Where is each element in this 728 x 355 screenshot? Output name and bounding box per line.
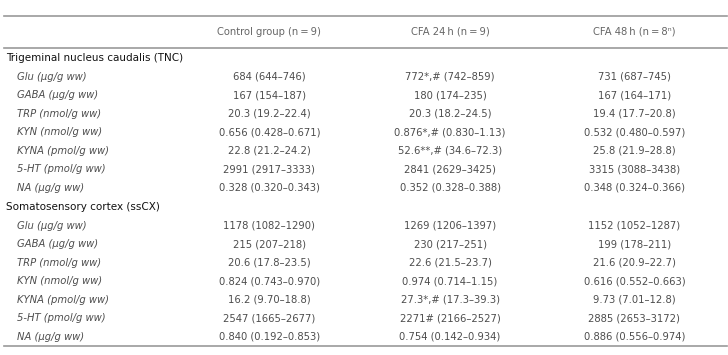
Text: 20.3 (18.2–24.5): 20.3 (18.2–24.5) — [409, 109, 491, 119]
Text: CFA 24 h (n = 9): CFA 24 h (n = 9) — [411, 27, 489, 37]
Text: 167 (164–171): 167 (164–171) — [598, 90, 671, 100]
Text: 9.73 (7.01–12.8): 9.73 (7.01–12.8) — [593, 295, 676, 305]
Text: 2991 (2917–3333): 2991 (2917–3333) — [223, 164, 315, 174]
Text: TRP (nmol/g ww): TRP (nmol/g ww) — [17, 258, 101, 268]
Text: Glu (μg/g ww): Glu (μg/g ww) — [17, 221, 87, 231]
Text: 1269 (1206–1397): 1269 (1206–1397) — [404, 221, 496, 231]
Text: 1152 (1052–1287): 1152 (1052–1287) — [588, 221, 681, 231]
Text: 0.886 (0.556–0.974): 0.886 (0.556–0.974) — [584, 332, 685, 342]
Text: 22.6 (21.5–23.7): 22.6 (21.5–23.7) — [408, 258, 491, 268]
Text: 20.6 (17.8–23.5): 20.6 (17.8–23.5) — [228, 258, 311, 268]
Text: 0.974 (0.714–1.15): 0.974 (0.714–1.15) — [403, 277, 498, 286]
Text: 0.840 (0.192–0.853): 0.840 (0.192–0.853) — [218, 332, 320, 342]
Text: 0.328 (0.320–0.343): 0.328 (0.320–0.343) — [219, 183, 320, 193]
Text: 19.4 (17.7–20.8): 19.4 (17.7–20.8) — [593, 109, 676, 119]
Text: GABA (μg/g ww): GABA (μg/g ww) — [17, 90, 98, 100]
Text: NA (μg/g ww): NA (μg/g ww) — [17, 332, 84, 342]
Text: 0.824 (0.743–0.970): 0.824 (0.743–0.970) — [218, 277, 320, 286]
Text: 180 (174–235): 180 (174–235) — [414, 90, 486, 100]
Text: 230 (217–251): 230 (217–251) — [414, 239, 486, 249]
Text: 167 (154–187): 167 (154–187) — [233, 90, 306, 100]
Text: KYNA (pmol/g ww): KYNA (pmol/g ww) — [17, 146, 108, 156]
Text: 20.3 (19.2–22.4): 20.3 (19.2–22.4) — [228, 109, 311, 119]
Text: 0.352 (0.328–0.388): 0.352 (0.328–0.388) — [400, 183, 501, 193]
Text: 22.8 (21.2–24.2): 22.8 (21.2–24.2) — [228, 146, 311, 156]
Text: 52.6**,# (34.6–72.3): 52.6**,# (34.6–72.3) — [398, 146, 502, 156]
Text: Somatosensory cortex (ssCX): Somatosensory cortex (ssCX) — [6, 202, 159, 212]
Text: 731 (687–745): 731 (687–745) — [598, 72, 670, 82]
Text: 5-HT (pmol/g ww): 5-HT (pmol/g ww) — [17, 164, 106, 174]
Text: 772*⁠,⁠# (742–859): 772*⁠,⁠# (742–859) — [405, 72, 495, 82]
Text: Trigeminal nucleus caudalis (TNC): Trigeminal nucleus caudalis (TNC) — [6, 53, 183, 63]
Text: Glu (μg/g ww): Glu (μg/g ww) — [17, 72, 87, 82]
Text: 199 (178–211): 199 (178–211) — [598, 239, 671, 249]
Text: 0.754 (0.142–0.934): 0.754 (0.142–0.934) — [400, 332, 501, 342]
Text: 5-HT (pmol/g ww): 5-HT (pmol/g ww) — [17, 313, 106, 323]
Text: 2885 (2653–3172): 2885 (2653–3172) — [588, 313, 680, 323]
Text: 0.656 (0.428–0.671): 0.656 (0.428–0.671) — [218, 127, 320, 137]
Text: 0.348 (0.324–0.366): 0.348 (0.324–0.366) — [584, 183, 685, 193]
Text: 2547 (1665–2677): 2547 (1665–2677) — [223, 313, 315, 323]
Text: 1178 (1082–1290): 1178 (1082–1290) — [223, 221, 315, 231]
Text: GABA (μg/g ww): GABA (μg/g ww) — [17, 239, 98, 249]
Text: NA (μg/g ww): NA (μg/g ww) — [17, 183, 84, 193]
Text: KYNA (pmol/g ww): KYNA (pmol/g ww) — [17, 295, 108, 305]
Text: 684 (644–746): 684 (644–746) — [233, 72, 306, 82]
Text: KYN (nmol/g ww): KYN (nmol/g ww) — [17, 127, 102, 137]
Text: 0.876*,# (0.830–1.13): 0.876*,# (0.830–1.13) — [395, 127, 506, 137]
Text: 3315 (3088–3438): 3315 (3088–3438) — [589, 164, 680, 174]
Text: 2271# (2166–2527): 2271# (2166–2527) — [400, 313, 500, 323]
Text: CFA 48 h (n = 8ⁿ): CFA 48 h (n = 8ⁿ) — [593, 27, 676, 37]
Text: 21.6 (20.9–22.7): 21.6 (20.9–22.7) — [593, 258, 676, 268]
Text: 2841 (2629–3425): 2841 (2629–3425) — [404, 164, 496, 174]
Text: Control group (n = 9): Control group (n = 9) — [218, 27, 321, 37]
Text: 16.2 (9.70–18.8): 16.2 (9.70–18.8) — [228, 295, 311, 305]
Text: 0.532 (0.480–0.597): 0.532 (0.480–0.597) — [584, 127, 685, 137]
Text: TRP (nmol/g ww): TRP (nmol/g ww) — [17, 109, 101, 119]
Text: KYN (nmol/g ww): KYN (nmol/g ww) — [17, 277, 102, 286]
Text: 27.3*,# (17.3–39.3): 27.3*,# (17.3–39.3) — [400, 295, 499, 305]
Text: 25.8 (21.9–28.8): 25.8 (21.9–28.8) — [593, 146, 676, 156]
Text: 215 (207–218): 215 (207–218) — [233, 239, 306, 249]
Text: 0.616 (0.552–0.663): 0.616 (0.552–0.663) — [584, 277, 685, 286]
